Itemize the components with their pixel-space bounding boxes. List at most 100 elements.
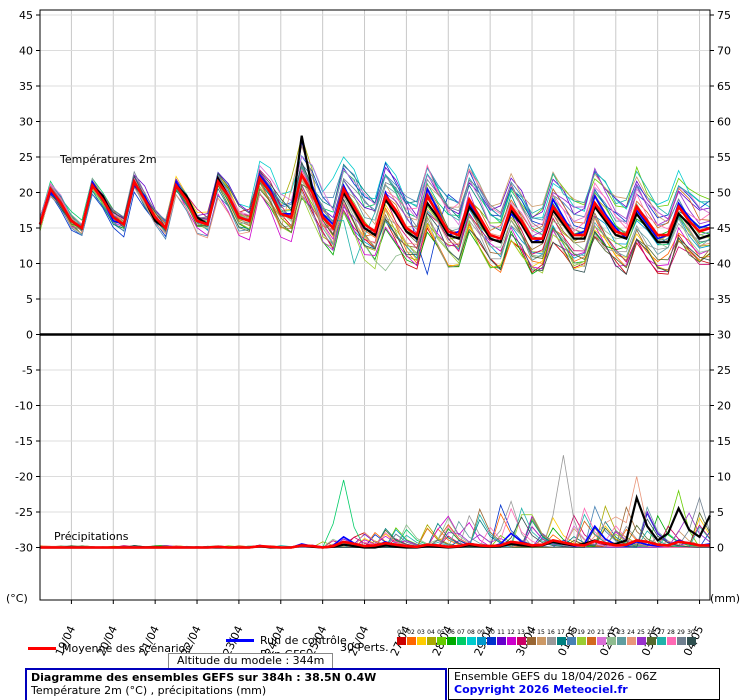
pert-member-17: 17 <box>556 629 566 645</box>
pert-member-14: 14 <box>526 629 536 645</box>
pert-color-swatch <box>546 637 556 645</box>
pert-color-swatch <box>556 637 566 645</box>
pert-color-swatch <box>466 637 476 645</box>
svg-text:35: 35 <box>717 293 731 306</box>
svg-text:5: 5 <box>26 293 33 306</box>
pert-member-26: 26 <box>646 629 656 645</box>
pert-member-2: 02 <box>406 629 416 645</box>
pert-color-swatch <box>676 637 686 645</box>
svg-text:30: 30 <box>717 329 731 342</box>
run-info-box: Ensemble GEFS du 18/04/2026 - 06Z Copyri… <box>448 668 720 700</box>
svg-text:25: 25 <box>717 364 731 377</box>
pert-member-12: 12 <box>506 629 516 645</box>
svg-text:20: 20 <box>717 400 731 413</box>
svg-text:35: 35 <box>19 80 33 93</box>
pert-color-swatch <box>616 637 626 645</box>
model-altitude: Altitude du modele : 344m <box>168 653 334 669</box>
pert-color-swatch <box>446 637 456 645</box>
copyright-link[interactable]: Copyright 2026 Meteociel.fr <box>454 683 628 696</box>
pert-member-4: 04 <box>426 629 436 645</box>
pert-color-swatch <box>486 637 496 645</box>
svg-text:20: 20 <box>19 187 33 200</box>
pert-member-5: 05 <box>436 629 446 645</box>
pert-member-30: 30 <box>686 629 696 645</box>
pert-color-swatch <box>416 637 426 645</box>
pert-member-25: 25 <box>636 629 646 645</box>
pert-member-18: 18 <box>566 629 576 645</box>
chart-title-box: Diagramme des ensembles GEFS sur 384h : … <box>25 668 447 700</box>
svg-text:-30: -30 <box>15 542 33 555</box>
svg-text:40: 40 <box>717 258 731 271</box>
perturbation-legend: 01 02 03 04 05 06 07 08 09 10 11 12 13 14 15 16 17 18 19 20… <box>396 629 696 645</box>
pert-member-21: 21 <box>596 629 606 645</box>
pert-color-swatch <box>646 637 656 645</box>
pert-member-11: 11 <box>496 629 506 645</box>
temperature-section-label: Températures 2m <box>60 153 157 166</box>
pert-member-6: 06 <box>446 629 456 645</box>
run-info: Ensemble GEFS du 18/04/2026 - 06Z <box>454 670 657 683</box>
pert-member-22: 22 <box>606 629 616 645</box>
pert-color-swatch <box>626 637 636 645</box>
pert-color-swatch <box>476 637 486 645</box>
svg-text:70: 70 <box>717 45 731 58</box>
pert-member-10: 10 <box>486 629 496 645</box>
pert-color-swatch <box>666 637 676 645</box>
pert-member-28: 28 <box>666 629 676 645</box>
svg-text:75: 75 <box>717 9 731 22</box>
pert-member-13: 13 <box>516 629 526 645</box>
svg-text:55: 55 <box>717 151 731 164</box>
ensemble-chart-canvas: 19/04 20/04 21/04 22/04 23/04 24/04 25/04 26/04… <box>15 9 731 658</box>
svg-text:65: 65 <box>717 80 731 93</box>
svg-text:15: 15 <box>19 222 33 235</box>
left-axis-unit: (°C) <box>6 592 28 605</box>
svg-text:45: 45 <box>717 222 731 235</box>
svg-text:-20: -20 <box>15 471 33 484</box>
svg-text:0: 0 <box>717 542 724 555</box>
pert-color-swatch <box>596 637 606 645</box>
pert-member-23: 23 <box>616 629 626 645</box>
pert-member-19: 19 <box>576 629 586 645</box>
mean-line-swatch <box>28 647 56 650</box>
svg-text:60: 60 <box>717 116 731 129</box>
pert-color-swatch <box>406 637 416 645</box>
pert-member-20: 20 <box>586 629 596 645</box>
pert-color-swatch <box>396 637 406 645</box>
chart-subtitle: Température 2m (°C) , précipitations (mm… <box>31 684 267 697</box>
pert-color-swatch <box>436 637 446 645</box>
svg-text:-5: -5 <box>22 364 33 377</box>
svg-text:40: 40 <box>19 45 33 58</box>
svg-text:15: 15 <box>717 435 731 448</box>
pert-color-swatch <box>536 637 546 645</box>
pert-color-swatch <box>516 637 526 645</box>
svg-text:50: 50 <box>717 187 731 200</box>
svg-text:5: 5 <box>717 506 724 519</box>
svg-text:45: 45 <box>19 9 33 22</box>
pert-color-swatch <box>526 637 536 645</box>
svg-text:30: 30 <box>19 116 33 129</box>
pert-member-1: 01 <box>396 629 406 645</box>
pert-color-swatch <box>456 637 466 645</box>
pert-color-swatch <box>586 637 596 645</box>
legend-perts-label: 30 Perts. <box>340 641 389 654</box>
right-axis-unit: (mm) <box>710 592 740 605</box>
pert-member-7: 07 <box>456 629 466 645</box>
control-line-swatch <box>226 639 254 642</box>
pert-member-24: 24 <box>626 629 636 645</box>
svg-text:0: 0 <box>26 329 33 342</box>
svg-text:-15: -15 <box>15 435 33 448</box>
svg-text:-25: -25 <box>15 506 33 519</box>
svg-text:25: 25 <box>19 151 33 164</box>
pert-member-29: 29 <box>676 629 686 645</box>
pert-color-swatch <box>496 637 506 645</box>
pert-color-swatch <box>606 637 616 645</box>
svg-text:10: 10 <box>717 471 731 484</box>
pert-color-swatch <box>566 637 576 645</box>
pert-member-16: 16 <box>546 629 556 645</box>
precipitation-section-label: Précipitations <box>54 530 129 543</box>
pert-member-15: 15 <box>536 629 546 645</box>
pert-color-swatch <box>576 637 586 645</box>
legend-mean: Moyenne des scénarios <box>28 642 191 655</box>
pert-color-swatch <box>656 637 666 645</box>
pert-color-swatch <box>636 637 646 645</box>
